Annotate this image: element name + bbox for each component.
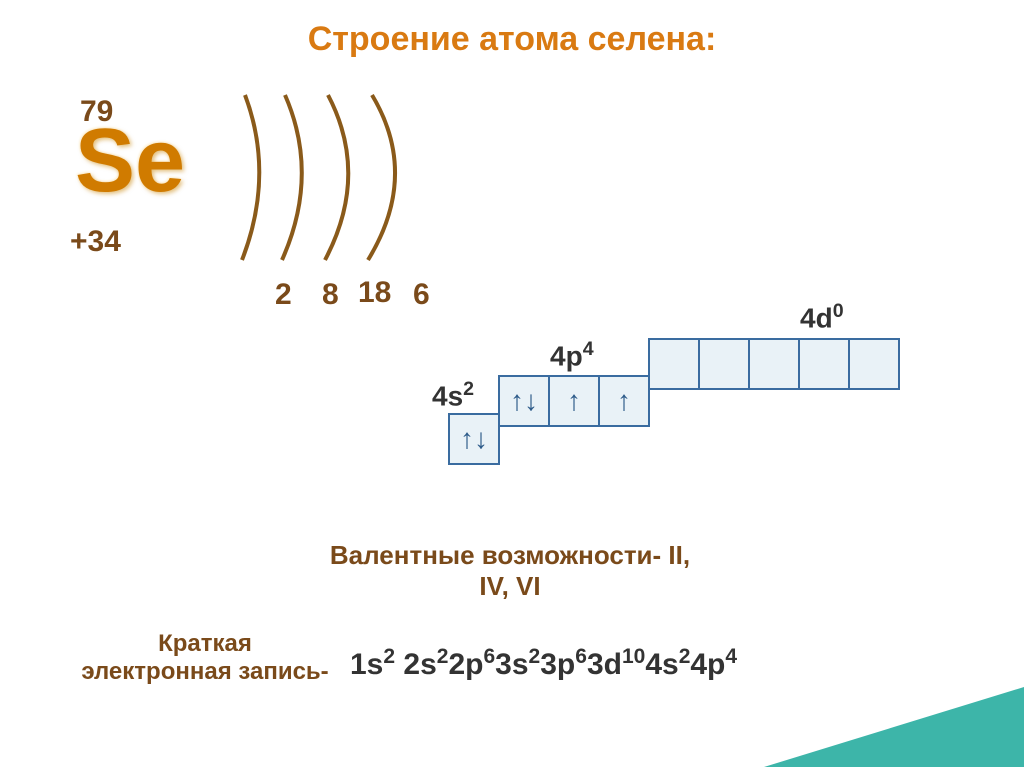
orbital-4d-3 [748, 338, 800, 390]
sublabel-4s: 4s2 [432, 378, 474, 412]
orbital-4d-4 [798, 338, 850, 390]
shell-count-4: 6 [413, 278, 430, 312]
orbital-4s-1: ↑↓ [448, 413, 500, 465]
nuclear-charge: +34 [70, 225, 121, 259]
orbital-4p-3: ↑ [598, 375, 650, 427]
electron-configuration: 1s2 2s22p63s23p63d104s24p4 [350, 645, 737, 682]
shell-count-3: 18 [358, 276, 391, 310]
orbital-4s-boxes: ↑↓ [448, 413, 500, 465]
orbital-4p-2: ↑ [548, 375, 600, 427]
config-label-line2: электронная запись- [75, 658, 335, 686]
valence-line2: IV, VI [250, 571, 770, 602]
orbital-4d-2 [698, 338, 750, 390]
sublabel-4d: 4d0 [800, 300, 844, 334]
orbital-4p-1: ↑↓ [498, 375, 550, 427]
shell-count-2: 8 [322, 278, 339, 312]
orbital-4d-boxes [648, 338, 900, 390]
valence-text: Валентные возможности- II, IV, VI [250, 540, 770, 602]
orbital-4d-5 [848, 338, 900, 390]
config-label: Краткая электронная запись- [75, 630, 335, 686]
config-label-line1: Краткая [75, 630, 335, 658]
element-symbol: Se [75, 110, 185, 213]
orbital-4d-1 [648, 338, 700, 390]
title-text: Строение атома селена: [308, 20, 717, 58]
valence-line1: Валентные возможности- II, [250, 540, 770, 571]
page-title: Строение атома селена: [0, 20, 1024, 59]
shell-arcs [220, 85, 450, 275]
shell-count-1: 2 [275, 278, 292, 312]
orbital-4p-boxes: ↑↓ ↑ ↑ [498, 375, 650, 427]
accent-corner-decoration [764, 687, 1024, 767]
sublabel-4p: 4p4 [550, 338, 594, 372]
